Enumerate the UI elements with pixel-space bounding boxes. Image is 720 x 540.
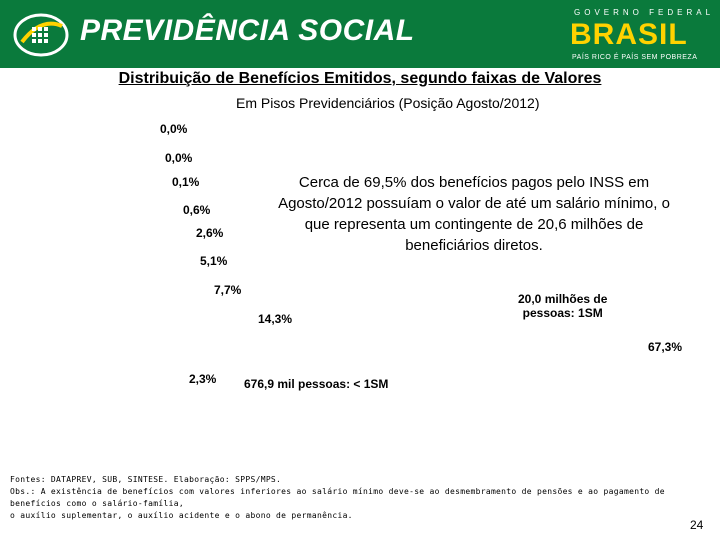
note-less-than-1sm: 676,9 mil pessoas: < 1SM (244, 377, 389, 391)
callout-text: Cerca de 69,5% dos benefícios pagos pelo… (278, 174, 670, 254)
percent-label: 7,7% (214, 283, 242, 297)
percent-label: 0,0% (160, 122, 188, 136)
footer-obs: Obs.: A existência de benefícios com val… (10, 487, 665, 508)
percent-label: 2,6% (196, 226, 224, 240)
percent-label: 5,1% (200, 254, 228, 268)
note-1sm: 20,0 milhões de pessoas: 1SM (518, 292, 608, 320)
page-number: 24 (690, 518, 704, 532)
page-subtitle: Em Pisos Previdenciários (Posição Agosto… (236, 95, 540, 111)
gov-bottom-text: PAÍS RICO É PAÍS SEM POBREZA (572, 54, 698, 61)
gov-main-text: BRASIL (570, 18, 688, 51)
percent-label: 2,3% (189, 372, 217, 386)
gov-top-text: GOVERNO FEDERAL (574, 8, 715, 17)
percent-label: 0,0% (165, 151, 193, 165)
app-title: PREVIDÊNCIA SOCIAL (80, 14, 415, 47)
footer-notes: Fontes: DATAPREV, SUB, SINTESE. Elaboraç… (10, 474, 690, 522)
header-band: PREVIDÊNCIA SOCIAL GOVERNO FEDERAL BRASI… (0, 0, 720, 68)
percent-label: 0,1% (172, 175, 200, 189)
gov-brand: GOVERNO FEDERAL BRASIL PAÍS RICO É PAÍS … (568, 8, 712, 62)
previdencia-logo-icon (12, 12, 70, 58)
percent-label: 67,3% (648, 340, 683, 354)
percent-label: 14,3% (258, 312, 293, 326)
footer-sources: Fontes: DATAPREV, SUB, SINTESE. Elaboraç… (10, 475, 282, 484)
footer-obs-cont: o auxílio suplementar, o auxílio acident… (10, 511, 353, 520)
page-title: Distribuição de Benefícios Emitidos, seg… (118, 70, 602, 87)
percent-label: 0,6% (183, 203, 211, 217)
